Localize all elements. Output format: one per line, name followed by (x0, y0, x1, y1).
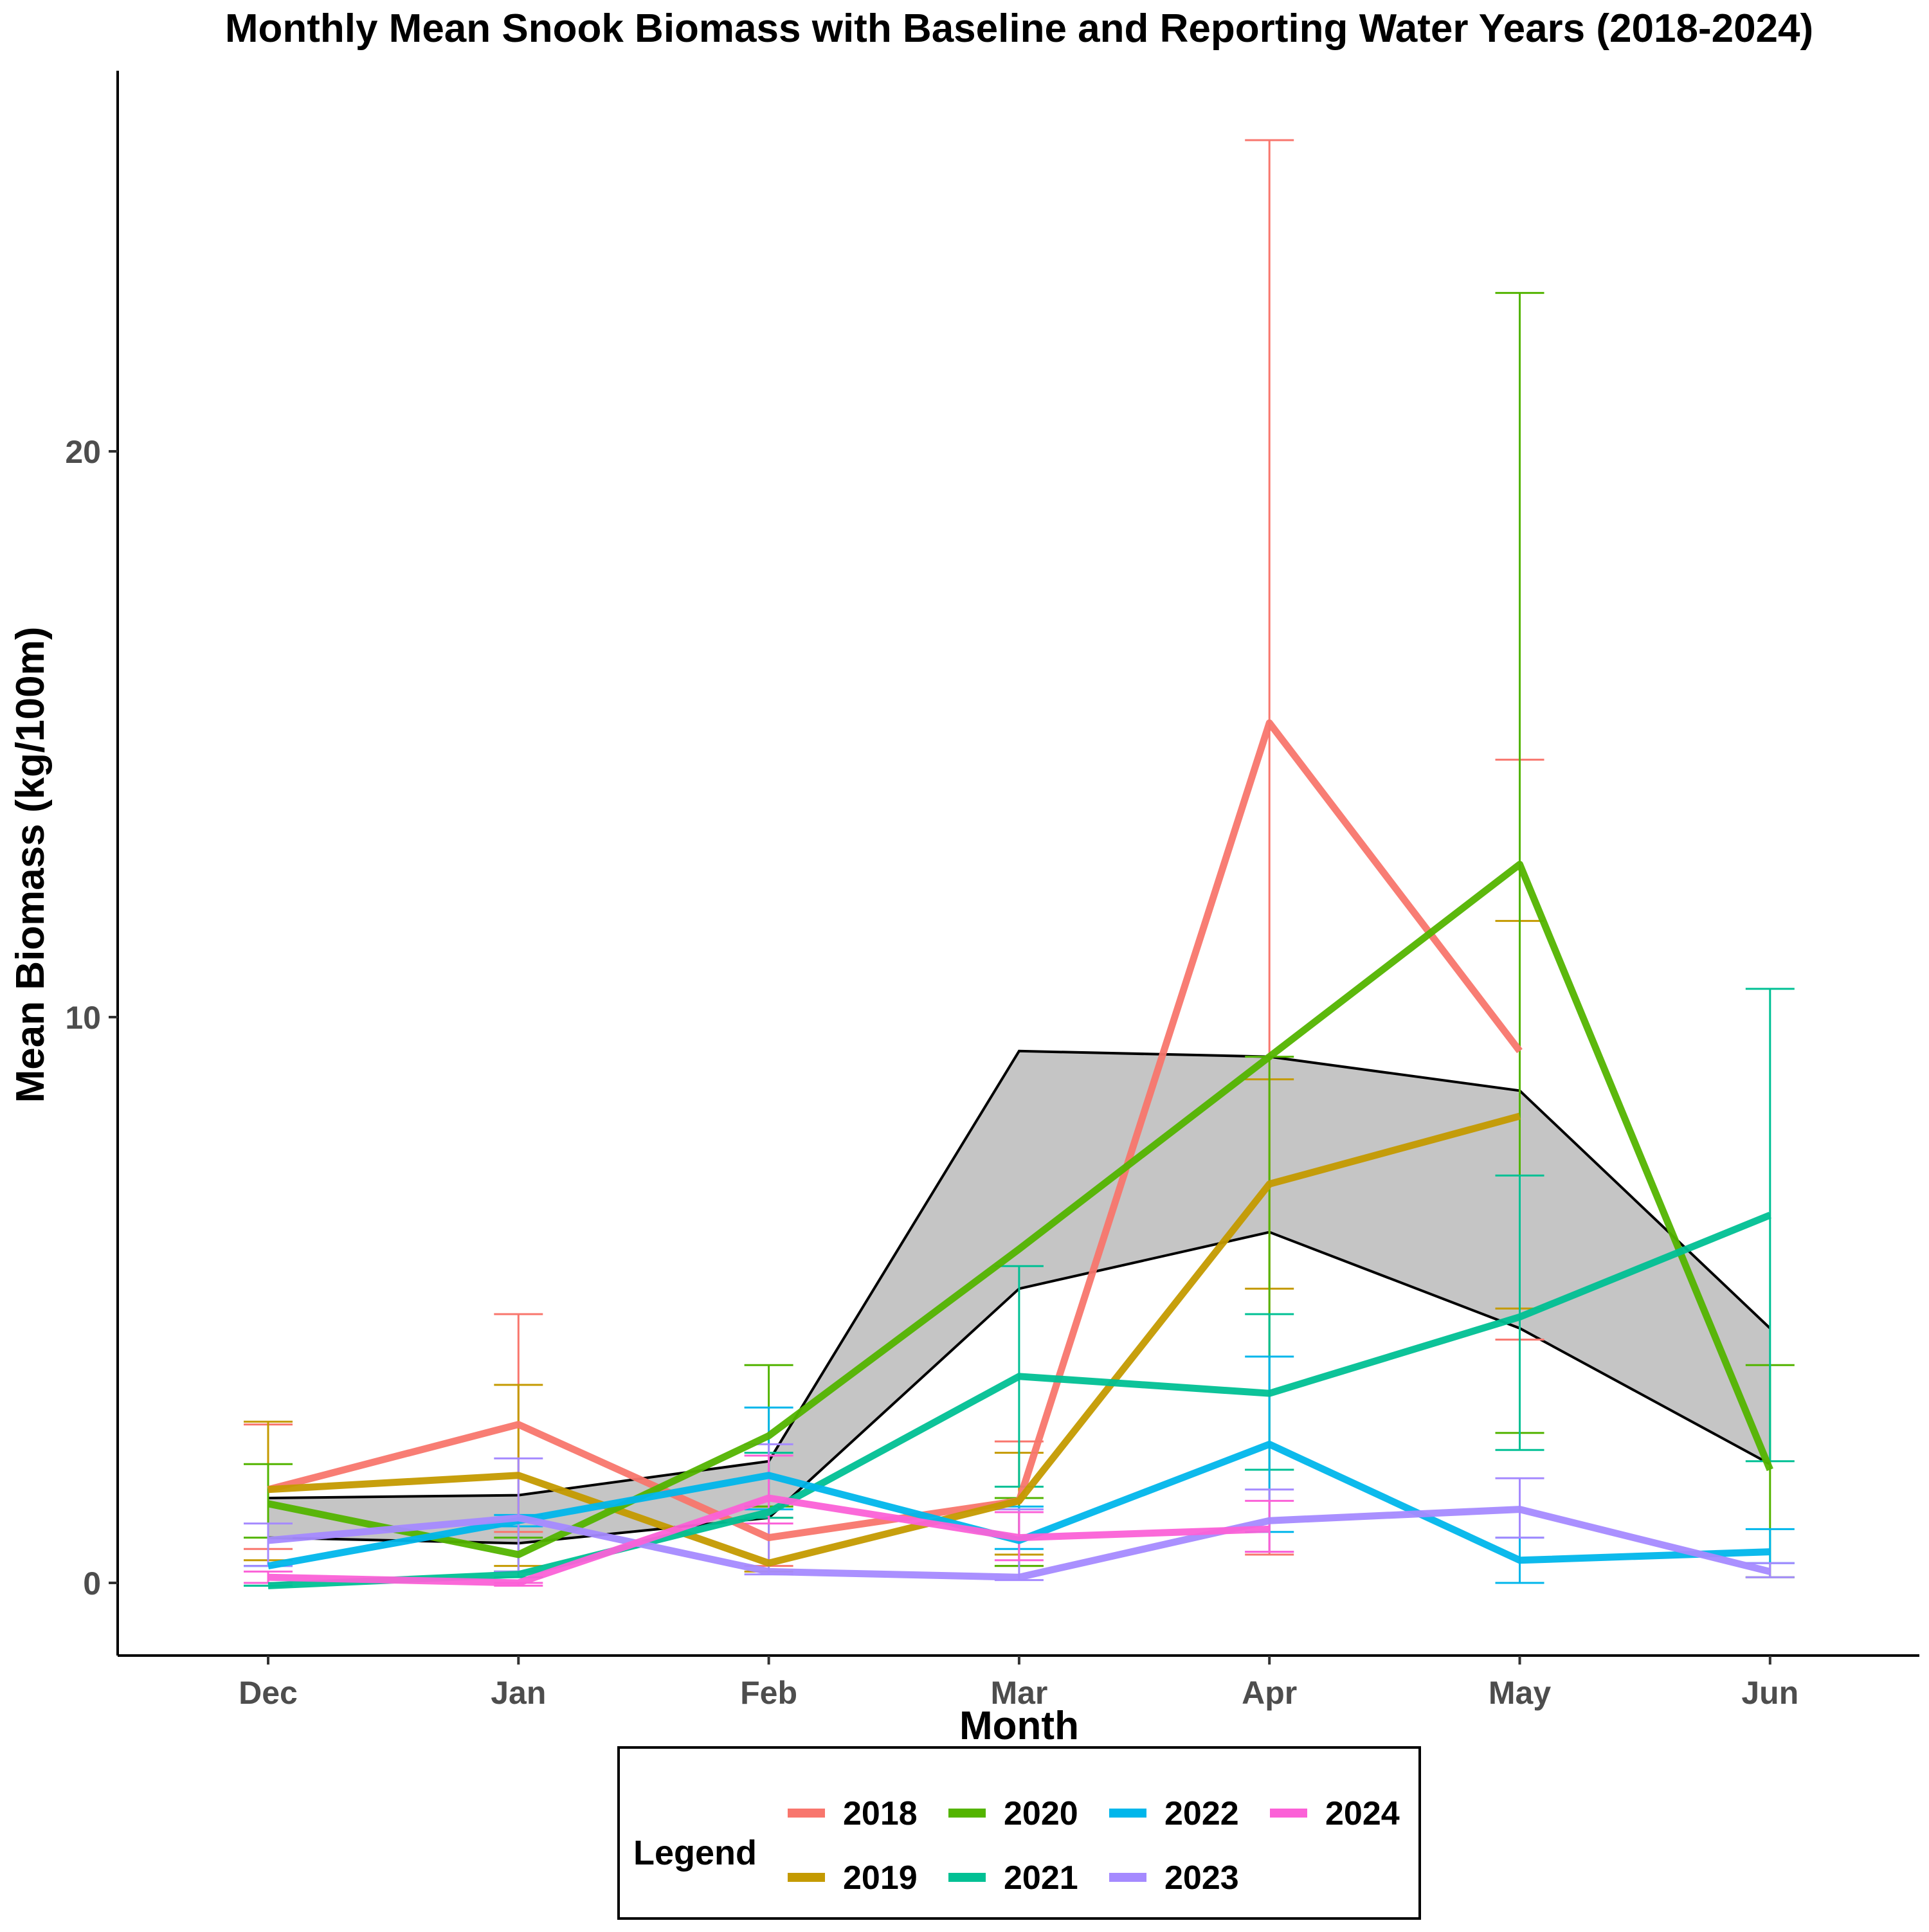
data-point-2023-Apr (1269, 1520, 1270, 1521)
y-tick-label-20: 20 (65, 434, 101, 470)
legend-items: 2018 2019 2020 2021 2022 2023 2024 (788, 1795, 1400, 1897)
y-tick-label-0: 0 (83, 1566, 101, 1602)
baseline-band (268, 1051, 1770, 1544)
x-axis-ticks: Dec Jan Feb Mar Apr May Jun (239, 1656, 1798, 1711)
legend-item-2019: 2019 (788, 1859, 918, 1897)
y-tick-label-10: 10 (65, 1000, 101, 1036)
data-point-2022-Feb (768, 1475, 770, 1476)
legend-label-2022: 2022 (1164, 1795, 1239, 1832)
legend-item-2024: 2024 (1270, 1795, 1400, 1832)
series-line-2020 (267, 860, 1773, 1558)
series-line-2021 (267, 1211, 1771, 1589)
data-point-2024-Dec (267, 1576, 269, 1578)
data-point-2021-Jan (518, 1574, 519, 1575)
data-point-2023-Feb (768, 1571, 770, 1572)
plot-area (244, 139, 1795, 1589)
legend-label-2018: 2018 (843, 1795, 918, 1832)
data-point-2022-Apr (1269, 1443, 1270, 1445)
legend-item-2021: 2021 (948, 1859, 1078, 1897)
data-point-2020-Feb (768, 1435, 770, 1436)
data-point-2024-Jan (518, 1582, 519, 1584)
chart-title: Monthly Mean Snook Biomass with Baseline… (225, 6, 1813, 51)
data-point-2020-Dec (267, 1503, 269, 1504)
data-point-2018-Apr (1269, 722, 1270, 723)
data-point-2020-Jan (518, 1554, 519, 1555)
legend-item-2020: 2020 (948, 1795, 1078, 1832)
series-line-2024 (267, 1494, 1270, 1587)
x-tick-label-Dec: Dec (239, 1675, 298, 1711)
x-tick-label-May: May (1489, 1675, 1551, 1711)
data-point-2020-Jun (1770, 1469, 1771, 1470)
series-line-2019 (267, 1112, 1521, 1567)
data-point-2023-Jun (1770, 1571, 1771, 1572)
y-axis-title: Mean Biomass (kg/100m) (8, 627, 53, 1103)
data-point-2019-Jan (518, 1475, 519, 1476)
data-point-2024-Mar (1019, 1537, 1020, 1539)
x-tick-label-Jan: Jan (491, 1675, 546, 1711)
data-point-2024-Feb (768, 1497, 770, 1499)
data-point-2020-Apr (1269, 1056, 1270, 1058)
data-point-2022-Jun (1770, 1551, 1771, 1553)
legend-label-2021: 2021 (1004, 1859, 1078, 1897)
data-point-2023-Jan (518, 1517, 519, 1519)
data-point-2023-Mar (1019, 1576, 1020, 1578)
x-axis-title: Month (959, 1704, 1079, 1748)
data-point-2021-Jun (1770, 1214, 1771, 1216)
legend-item-2018: 2018 (788, 1795, 918, 1832)
data-point-2021-Feb (768, 1512, 770, 1513)
data-point-2023-May (1519, 1509, 1521, 1510)
legend-box (617, 1746, 1421, 1920)
legend-label-2024: 2024 (1325, 1795, 1400, 1832)
x-tick-label-Apr: Apr (1242, 1675, 1297, 1711)
legend-label-2023: 2023 (1164, 1859, 1239, 1897)
legend-item-2022: 2022 (1109, 1795, 1239, 1832)
legend-item-2023: 2023 (1109, 1859, 1239, 1897)
data-point-2022-May (1519, 1560, 1521, 1561)
data-point-2018-Feb (768, 1537, 770, 1539)
data-point-2023-Dec (267, 1540, 269, 1541)
data-point-2021-Mar (1019, 1376, 1020, 1377)
y-axis-ticks: 0 10 20 (65, 434, 118, 1602)
data-point-2024-Apr (1269, 1528, 1270, 1530)
data-point-2022-Dec (267, 1566, 269, 1567)
legend-label-2020: 2020 (1004, 1795, 1078, 1832)
legend: Legend 2018 2019 2020 2021 2022 2023 2024 (617, 1746, 1421, 1920)
data-point-2018-May (1519, 1051, 1521, 1052)
x-tick-label-Jun: Jun (1741, 1675, 1798, 1711)
x-tick-label-Mar: Mar (990, 1675, 1047, 1711)
legend-label-2019: 2019 (843, 1859, 918, 1897)
data-point-2019-Mar (1019, 1500, 1020, 1501)
x-tick-label-Feb: Feb (740, 1675, 797, 1711)
data-point-2021-May (1519, 1316, 1521, 1317)
data-point-2020-May (1519, 863, 1521, 865)
data-point-2019-Feb (768, 1562, 770, 1564)
data-point-2021-Apr (1269, 1393, 1270, 1394)
series-line-2023 (267, 1506, 1771, 1581)
data-point-2019-May (1519, 1115, 1521, 1117)
data-point-2018-Jan (518, 1424, 519, 1425)
legend-title: Legend (633, 1834, 757, 1872)
data-point-2019-Apr (1269, 1184, 1270, 1185)
data-point-2021-Dec (267, 1585, 269, 1586)
data-point-2019-Dec (267, 1489, 269, 1490)
data-point-2020-Mar (1019, 1249, 1020, 1250)
